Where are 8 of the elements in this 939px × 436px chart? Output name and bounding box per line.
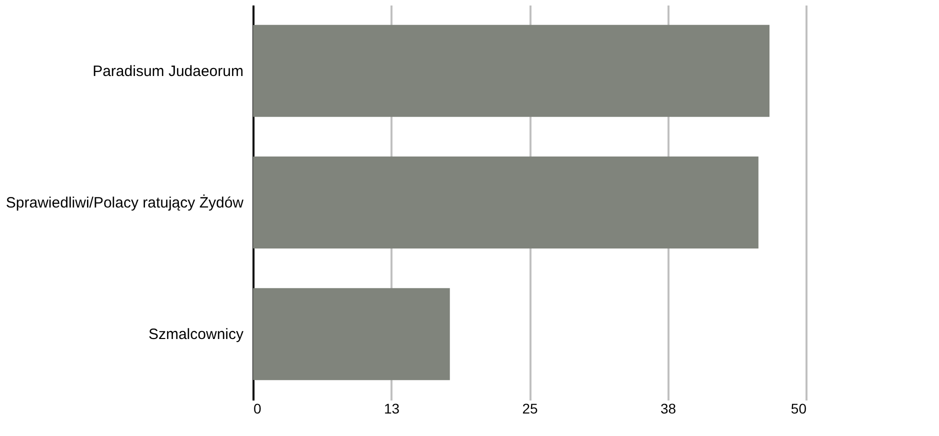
y-tick-label: Paradisum Judaeorum [92,62,244,80]
x-tick-label: 0 [254,400,262,416]
x-tick-label: 25 [522,400,538,416]
x-tick-label: 13 [384,400,400,416]
y-tick-label: Szmalcownicy [148,326,244,344]
y-tick-label: Sprawiedliwi/Polacy ratujący Żydów [6,194,244,212]
x-tick-label: 50 [790,400,807,416]
x-tick-label: 38 [660,400,676,416]
